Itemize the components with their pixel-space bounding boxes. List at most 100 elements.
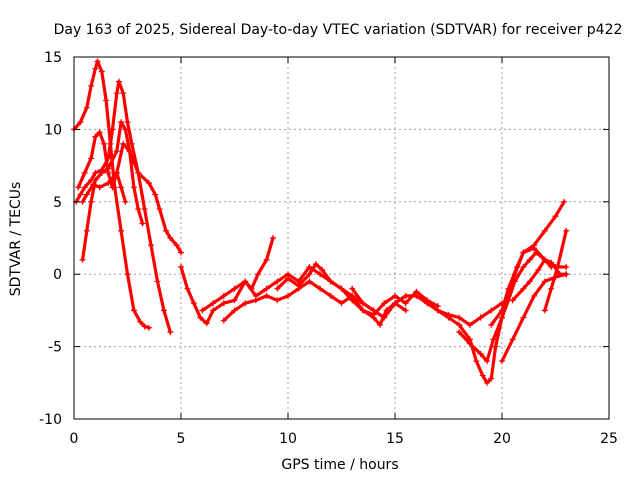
data-point xyxy=(178,249,184,256)
series-path xyxy=(511,258,568,302)
data-point xyxy=(552,213,559,220)
data-point xyxy=(220,317,227,324)
y-tick-label: 0 xyxy=(53,267,62,283)
data-point xyxy=(541,278,548,285)
data-point xyxy=(392,300,398,307)
data-point xyxy=(338,300,345,307)
y-tick-label: -10 xyxy=(39,412,62,428)
data-point xyxy=(135,169,142,176)
data-point xyxy=(317,271,324,278)
data-point xyxy=(94,58,101,65)
data-point xyxy=(561,198,568,205)
data-point xyxy=(531,292,538,299)
data-point xyxy=(349,297,356,304)
y-tick-label: 10 xyxy=(44,122,62,138)
series-arc-9 xyxy=(274,261,441,318)
series-arc-3 xyxy=(79,140,184,256)
data-point xyxy=(88,82,95,89)
data-point xyxy=(263,285,270,292)
data-point xyxy=(96,184,103,191)
data-point xyxy=(285,292,291,299)
data-point xyxy=(554,263,561,270)
data-point xyxy=(456,329,463,336)
data-point xyxy=(381,314,388,321)
data-point xyxy=(295,282,302,289)
series-path xyxy=(81,142,183,255)
data-point xyxy=(81,169,88,176)
data-point xyxy=(270,235,277,241)
data-point xyxy=(130,307,137,314)
data-point xyxy=(255,271,262,278)
data-point xyxy=(548,259,555,266)
data-point xyxy=(124,119,131,126)
data-point xyxy=(402,307,409,314)
data-point xyxy=(492,343,499,350)
data-point xyxy=(306,263,313,270)
data-point xyxy=(145,179,152,186)
y-tick-label: 15 xyxy=(44,50,62,66)
data-point xyxy=(319,266,326,273)
data-point xyxy=(377,321,384,328)
data-point xyxy=(184,285,191,292)
data-point xyxy=(484,358,491,365)
data-point xyxy=(197,314,204,321)
data-point xyxy=(141,206,148,213)
data-point xyxy=(381,300,388,307)
data-point xyxy=(88,155,95,162)
series-arc-16 xyxy=(541,227,570,314)
data-point xyxy=(274,278,281,285)
data-point xyxy=(535,266,542,273)
data-point xyxy=(77,191,84,198)
x-tick-label: 15 xyxy=(386,431,404,447)
data-point xyxy=(88,198,95,205)
x-tick-label: 0 xyxy=(70,431,79,447)
data-point xyxy=(541,227,548,234)
data-point xyxy=(520,263,527,270)
series-arc-5 xyxy=(75,129,129,205)
series-arc-14 xyxy=(509,256,570,304)
y-axis-label: SDTVAR / TECUs xyxy=(8,182,24,297)
data-point xyxy=(135,206,142,213)
data-point xyxy=(349,285,356,292)
data-point xyxy=(434,307,441,314)
series-path xyxy=(72,59,151,330)
data-point xyxy=(402,292,409,299)
data-point xyxy=(499,307,505,314)
data-point xyxy=(548,285,555,292)
data-point xyxy=(83,191,90,198)
data-point xyxy=(456,321,463,328)
data-point xyxy=(312,261,319,268)
y-tick-label: 5 xyxy=(53,195,62,211)
data-point xyxy=(531,245,538,252)
data-point xyxy=(338,285,345,292)
data-point xyxy=(392,292,398,299)
data-point xyxy=(220,292,227,299)
data-point xyxy=(526,256,533,263)
data-point xyxy=(167,329,174,336)
data-point xyxy=(178,263,184,270)
data-point xyxy=(120,90,127,97)
data-point xyxy=(520,285,527,292)
data-point xyxy=(541,307,548,314)
data-point xyxy=(167,235,174,241)
data-point xyxy=(488,375,495,382)
data-point xyxy=(81,184,88,191)
data-point xyxy=(75,184,82,191)
data-point xyxy=(477,314,484,321)
data-point xyxy=(160,307,167,314)
x-tick-label: 20 xyxy=(493,431,511,447)
data-point xyxy=(210,300,217,307)
data-point xyxy=(154,278,161,285)
series-path xyxy=(425,200,566,385)
data-point xyxy=(120,140,127,147)
data-point xyxy=(359,307,366,314)
data-point xyxy=(520,249,527,256)
data-point xyxy=(109,184,116,191)
data-point xyxy=(466,321,473,328)
data-point xyxy=(499,314,505,321)
data-point xyxy=(509,297,516,304)
data-point xyxy=(499,358,505,365)
data-point xyxy=(306,271,313,278)
data-point xyxy=(424,300,431,307)
data-point xyxy=(327,278,334,285)
